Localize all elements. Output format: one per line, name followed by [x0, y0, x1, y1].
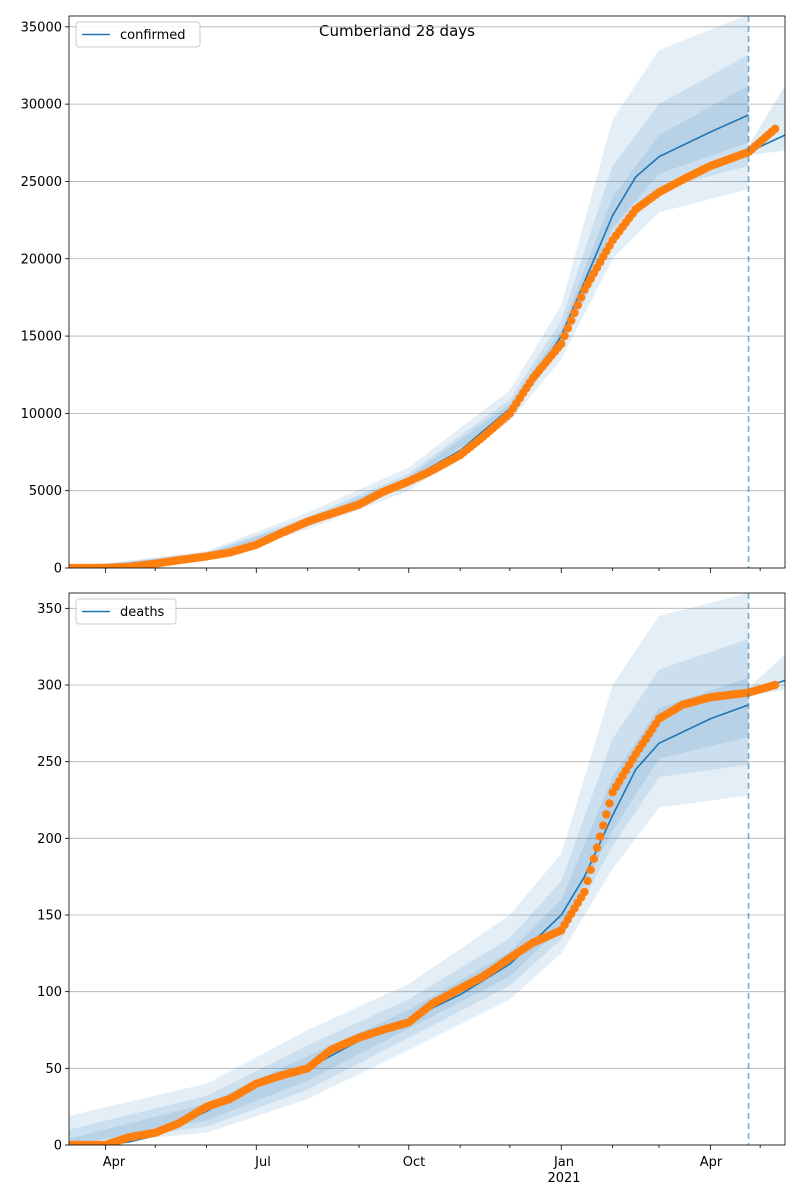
- legend: confirmed: [75, 21, 201, 48]
- observed-point: [573, 300, 583, 310]
- plot-area: [69, 593, 785, 1145]
- y-tick-label: 250: [37, 755, 62, 770]
- x-axis: Apr Jul Oct Jan Apr 2021: [103, 1155, 723, 1186]
- band-forecast: [748, 85, 785, 156]
- observed-point: [566, 316, 576, 325]
- y-tick-label: 5000: [29, 484, 62, 499]
- y-tick-label: 150: [37, 909, 62, 924]
- x-year-label: 2021: [547, 1171, 580, 1186]
- band-inner: [69, 677, 749, 1145]
- observed-point: [595, 832, 605, 841]
- axes-frame: [68, 15, 786, 569]
- band-outer: [69, 593, 749, 1145]
- band-outer: [69, 16, 749, 568]
- x-tick-label-apr-2021: Apr: [700, 1155, 723, 1170]
- axes-frame: [68, 592, 786, 1146]
- y-tick-label: 25000: [21, 175, 62, 190]
- band-inner: [69, 85, 749, 568]
- legend: deaths: [75, 598, 177, 625]
- observed-point: [570, 308, 579, 318]
- observed-point: [605, 799, 614, 808]
- legend-box: [75, 21, 201, 48]
- confirmed-panel: 0 5000 10000 15000 20000 25000 30000 35000 confi…: [21, 15, 786, 577]
- x-tick-label-apr-2020: Apr: [103, 1155, 126, 1170]
- observed-point: [557, 339, 566, 348]
- observed-point: [589, 854, 599, 863]
- y-tick-label: 30000: [21, 98, 62, 113]
- observed-point: [576, 293, 586, 302]
- y-tick-label: 200: [37, 832, 62, 847]
- chart-title: Cumberland 28 days: [319, 22, 475, 40]
- y-tick-label: 15000: [21, 330, 62, 345]
- y-tick-label: 350: [37, 602, 62, 617]
- y-tick-label: 50: [45, 1062, 62, 1077]
- x-tick-label-jan: Jan: [553, 1155, 574, 1170]
- y-tick-label: 0: [54, 562, 62, 577]
- observed-point: [770, 680, 780, 690]
- legend-label: confirmed: [120, 28, 186, 43]
- y-tick-label: 100: [37, 985, 62, 1000]
- legend-label: deaths: [120, 605, 165, 620]
- y-tick-label: 35000: [21, 20, 62, 35]
- observed-point: [583, 876, 592, 886]
- legend-box: [75, 598, 177, 625]
- y-tick-label: 20000: [21, 252, 62, 267]
- observed-point: [602, 810, 611, 819]
- x-tick-label-jul: Jul: [254, 1155, 271, 1170]
- y-tick-label: 0: [54, 1139, 62, 1154]
- observed-point: [770, 124, 780, 134]
- observed-point: [560, 331, 569, 341]
- y-tick-label: 10000: [21, 407, 62, 422]
- plot-area: [69, 16, 785, 568]
- y-tick-label: 300: [37, 679, 62, 694]
- band-middle: [69, 639, 749, 1145]
- observed-point: [599, 821, 608, 830]
- deaths-panel: 0 50 100 150 200 250 300 350 deaths: [37, 592, 786, 1154]
- x-tick-label-oct: Oct: [403, 1155, 425, 1170]
- observed-point: [563, 324, 573, 333]
- band-middle: [69, 54, 749, 568]
- observed-point: [592, 843, 602, 852]
- observed-point: [580, 887, 589, 897]
- observed-point: [586, 865, 595, 875]
